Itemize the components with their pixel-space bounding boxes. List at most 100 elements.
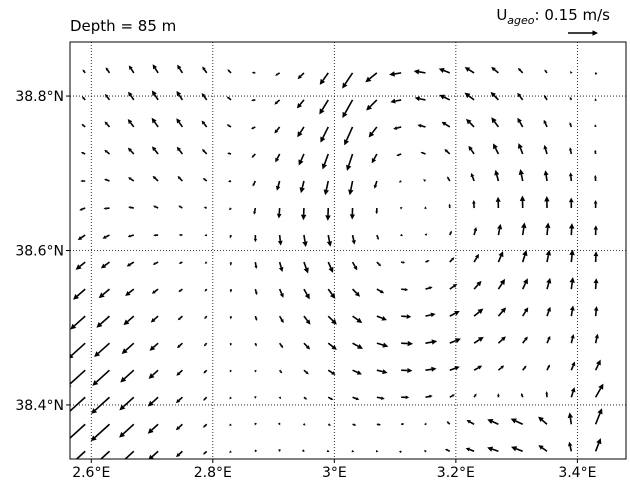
vector-arrow	[447, 176, 451, 182]
vector-arrow	[517, 143, 524, 155]
vector-arrow	[128, 206, 134, 209]
vector-arrow	[254, 449, 258, 453]
vector-arrow	[177, 176, 183, 182]
vector-arrow	[569, 305, 575, 317]
vector-arrow	[327, 369, 336, 375]
vector-arrow	[204, 288, 208, 292]
vector-arrow	[125, 288, 135, 296]
vector-arrow	[569, 96, 573, 101]
vector-arrow	[119, 396, 135, 411]
vector-arrow	[123, 315, 135, 326]
vector-arrow	[229, 342, 233, 346]
vector-arrow	[176, 146, 184, 155]
vector-arrow	[425, 366, 437, 372]
vector-arrow	[278, 342, 284, 349]
vector-arrow	[417, 123, 426, 128]
vector-arrow	[543, 119, 548, 128]
vector-arrow	[303, 261, 309, 274]
y-tick-label-0: 38.4°N	[15, 398, 64, 414]
vector-arrow	[152, 261, 159, 265]
reference-key-label: Uageo: 0.15 m/s	[496, 6, 610, 27]
vector-arrow	[327, 261, 334, 273]
vector-arrow	[593, 251, 599, 263]
vector-arrow	[491, 66, 499, 74]
vector-arrow	[444, 149, 451, 155]
vector-arrow	[278, 315, 284, 324]
vector-arrow	[278, 396, 282, 400]
vector-arrow	[445, 448, 451, 452]
vector-arrow	[520, 393, 524, 398]
vector-arrow	[449, 310, 460, 317]
vector-arrow	[152, 175, 159, 182]
reference-arrow	[568, 30, 598, 36]
vector-arrow	[510, 418, 524, 425]
vector-arrow	[227, 69, 232, 74]
vector-arrow	[96, 315, 111, 328]
vector-arrow	[275, 153, 281, 163]
vector-arrow	[441, 121, 451, 128]
vector-arrow	[594, 71, 598, 75]
vector-arrow	[302, 234, 308, 248]
vector-arrow	[178, 205, 183, 209]
vector-arrow	[226, 124, 232, 128]
vector-arrow	[351, 288, 361, 297]
vector-arrow	[464, 67, 475, 74]
vector-arrow	[464, 92, 475, 101]
vector-arrow	[424, 233, 428, 236]
vector-arrow	[151, 288, 159, 294]
vector-arrow	[253, 235, 257, 243]
vector-arrow	[278, 261, 284, 273]
vector-arrow	[371, 153, 378, 164]
vector-arrow	[594, 98, 598, 102]
vector-arrow	[352, 423, 357, 426]
vector-arrow	[227, 179, 232, 183]
vector-arrow	[251, 98, 256, 102]
vector-arrow	[176, 118, 184, 128]
y-tick-label-1: 38.6°N	[15, 244, 64, 260]
vector-arrow	[251, 71, 256, 75]
vector-arrow	[473, 253, 479, 263]
vector-arrow	[401, 287, 409, 292]
vector-arrow	[545, 391, 549, 398]
vector-arrow	[127, 147, 135, 155]
vector-arrow	[80, 179, 86, 183]
vector-arrow	[517, 117, 524, 128]
vector-arrow	[253, 207, 257, 215]
vector-arrow	[70, 423, 86, 440]
vector-arrow	[511, 446, 523, 453]
vector-arrow	[202, 423, 208, 428]
vector-arrow	[368, 126, 378, 138]
vector-arrow	[401, 422, 405, 426]
vector-arrow	[128, 65, 135, 74]
vector-arrow	[472, 200, 476, 209]
vector-arrow	[522, 336, 528, 344]
vector-arrow	[70, 342, 86, 359]
plot-frame	[69, 41, 627, 460]
vector-field	[70, 64, 604, 459]
vector-arrow	[351, 449, 355, 453]
vector-arrow	[201, 120, 208, 128]
vector-arrow	[521, 250, 528, 263]
vector-arrow	[497, 365, 505, 371]
vector-arrow	[254, 396, 257, 399]
vector-arrow	[593, 306, 599, 317]
vector-arrow	[128, 177, 135, 182]
vector-arrow	[203, 396, 208, 401]
vector-arrow	[376, 261, 382, 267]
vector-arrow	[497, 251, 504, 263]
vector-arrow	[519, 195, 526, 209]
vector-arrow	[175, 423, 183, 431]
vector-arrow	[352, 315, 363, 323]
vector-arrow	[177, 64, 184, 74]
vector-arrow	[303, 315, 311, 325]
vector-arrow	[303, 342, 311, 350]
vector-arrow	[568, 172, 573, 182]
vector-arrow	[147, 423, 159, 434]
vector-arrow	[251, 126, 256, 130]
vector-arrow	[70, 396, 86, 415]
vector-arrow	[376, 234, 379, 241]
vector-arrow	[396, 153, 402, 157]
vector-arrow	[497, 223, 503, 236]
vector-arrow	[373, 180, 378, 189]
